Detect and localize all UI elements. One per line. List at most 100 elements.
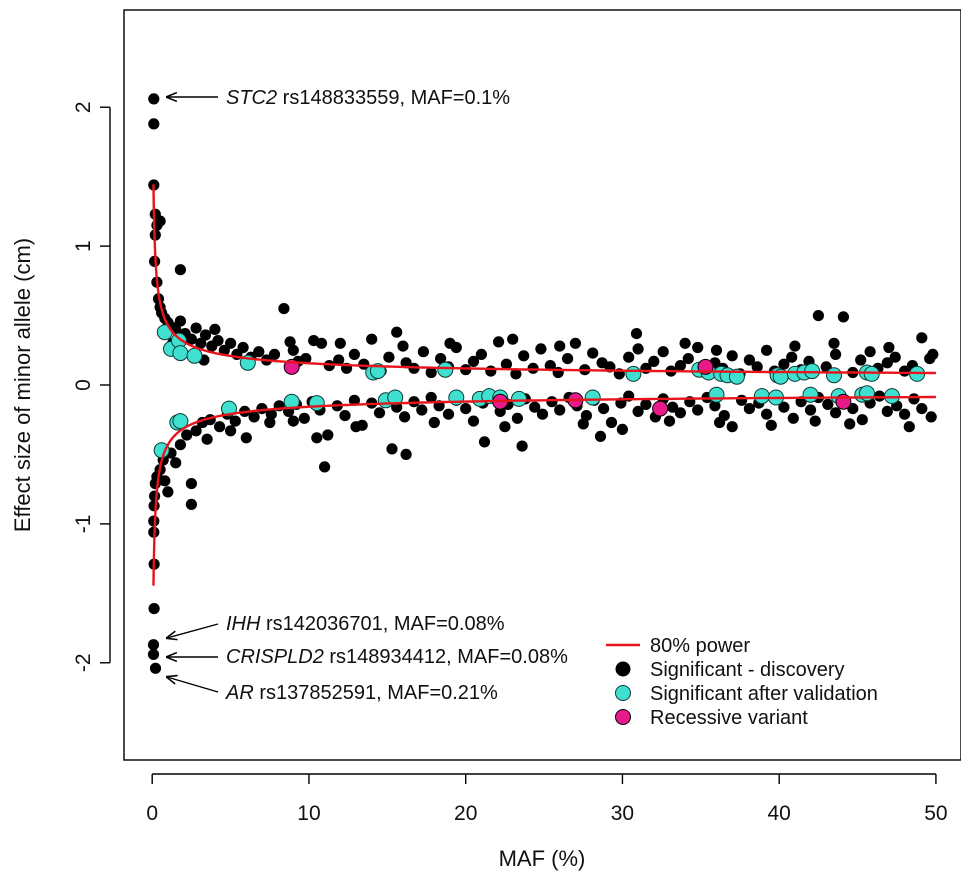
x-tick-label: 30 [611, 802, 634, 825]
x-tick-label: 40 [768, 802, 791, 825]
legend-label-validation: Significant after validation [650, 683, 878, 705]
discovery-point [264, 416, 276, 429]
annotation-label: AR rs137852591, MAF=0.21% [225, 682, 498, 704]
discovery-point [383, 351, 395, 363]
discovery-point [300, 353, 312, 365]
discovery-point [786, 351, 798, 363]
discovery-point [148, 515, 160, 527]
validation-point [511, 390, 527, 407]
discovery-point [348, 348, 360, 360]
annotation-detail: rs148833559, MAF=0.1% [277, 87, 510, 109]
discovery-point [467, 355, 480, 367]
discovery-point [916, 403, 928, 415]
discovery-point [511, 412, 523, 424]
discovery-point [916, 332, 928, 344]
discovery-point [148, 93, 160, 105]
annotation-gene: STC2 [226, 87, 277, 109]
legend-marker-validation [615, 685, 631, 701]
discovery-point [278, 303, 290, 315]
discovery-point [510, 368, 522, 380]
annotation-arrow [167, 677, 219, 693]
discovery-point [889, 351, 901, 363]
legend: 80% power Significant - discovery Signif… [606, 635, 878, 729]
discovery-point [598, 403, 610, 415]
discovery-point [265, 408, 277, 420]
validation-point [708, 386, 725, 403]
discovery-point [789, 340, 801, 352]
discovery-point [554, 404, 566, 416]
discovery-point [460, 403, 472, 415]
discovery-point [319, 461, 331, 473]
recessive-point [652, 400, 669, 417]
legend-marker-recessive [615, 709, 631, 725]
discovery-point [460, 364, 472, 376]
discovery-point [500, 358, 512, 370]
discovery-point [240, 432, 252, 444]
y-axis-label: Effect size of minor allele (cm) [10, 238, 35, 532]
discovery-point [908, 393, 920, 405]
discovery-point [787, 412, 799, 424]
annotation-label: IHH rs142036701, MAF=0.08% [226, 613, 505, 635]
discovery-point [425, 391, 437, 404]
discovery-point [761, 344, 773, 356]
y-tick-label: 1 [72, 240, 95, 252]
discovery-point [577, 418, 589, 430]
discovery-point [397, 340, 409, 352]
power-curve-upper [152, 184, 936, 375]
discovery-point [350, 421, 362, 433]
discovery-point [174, 315, 186, 327]
discovery-point [225, 337, 237, 349]
discovery-point [149, 662, 162, 674]
discovery-point [640, 398, 652, 410]
validation-point [308, 395, 325, 412]
discovery-point [201, 433, 213, 445]
discovery-point [174, 264, 186, 276]
discovery-point [366, 333, 378, 345]
discovery-point [516, 440, 528, 452]
validation-point [625, 365, 642, 382]
discovery-point [657, 346, 669, 358]
discovery-point [435, 353, 447, 365]
discovery-point [322, 429, 334, 441]
discovery-point [883, 341, 895, 354]
discovery-point [212, 335, 224, 347]
validation-point [826, 367, 842, 384]
discovery-point [444, 337, 456, 349]
discovery-point [485, 365, 497, 377]
discovery-point [518, 350, 530, 362]
discovery-point [726, 350, 738, 362]
legend-label-discovery: Significant - discovery [650, 659, 845, 681]
y-tick-label: -1 [72, 515, 95, 534]
validation-point [186, 347, 203, 364]
annotation-detail: rs142036701, MAF=0.08% [260, 613, 504, 635]
x-tick-label: 50 [924, 802, 947, 825]
validation-point [753, 388, 770, 405]
legend-marker-discovery [615, 661, 631, 677]
discovery-point [903, 421, 915, 433]
discovery-point [195, 337, 207, 349]
discovery-point [714, 416, 726, 429]
discovery-point [856, 414, 868, 426]
discovery-point [493, 336, 505, 348]
discovery-point [809, 415, 821, 427]
y-tick-label: -2 [72, 653, 95, 672]
discovery-point [147, 648, 160, 661]
discovery-point [268, 348, 281, 360]
annotation-arrow [167, 623, 219, 638]
discovery-point [692, 404, 704, 416]
discovery-point [475, 348, 487, 360]
discovery-point [765, 419, 777, 431]
discovery-point [778, 401, 790, 413]
discovery-point [339, 410, 351, 422]
discovery-point [416, 404, 428, 416]
discovery-point [348, 394, 360, 406]
discovery-point [804, 404, 817, 416]
discovery-point [674, 407, 687, 419]
discovery-point [467, 415, 480, 427]
discovery-point [400, 357, 412, 369]
x-axis-label: MAF (%) [499, 846, 586, 871]
discovery-point [287, 415, 299, 427]
validation-point [172, 413, 189, 430]
validation-point [437, 361, 454, 378]
